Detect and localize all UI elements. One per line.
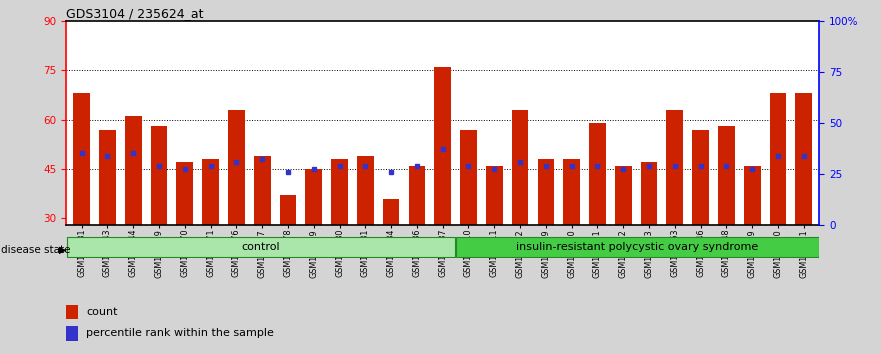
Bar <box>125 116 142 225</box>
Bar <box>176 162 193 225</box>
Bar <box>409 166 426 225</box>
Bar <box>66 326 78 341</box>
Text: ▶: ▶ <box>59 245 67 255</box>
Bar <box>770 93 787 225</box>
Bar <box>254 156 270 225</box>
Bar <box>151 126 167 225</box>
Bar <box>486 166 503 225</box>
Text: GDS3104 / 235624_at: GDS3104 / 235624_at <box>66 7 204 20</box>
Bar <box>306 169 322 225</box>
Bar <box>99 130 115 225</box>
Text: control: control <box>241 242 280 252</box>
Bar <box>667 110 684 225</box>
Bar <box>228 110 245 225</box>
Text: insulin-resistant polycystic ovary syndrome: insulin-resistant polycystic ovary syndr… <box>516 242 759 252</box>
Bar <box>73 93 90 225</box>
Bar <box>718 126 735 225</box>
Bar <box>382 199 399 225</box>
Bar <box>563 159 580 225</box>
Bar <box>796 93 812 225</box>
Bar <box>460 130 477 225</box>
Bar <box>744 166 760 225</box>
FancyBboxPatch shape <box>67 237 455 257</box>
Bar <box>202 159 218 225</box>
Text: disease state: disease state <box>1 245 70 255</box>
Bar <box>615 166 632 225</box>
Bar <box>434 67 451 225</box>
Bar <box>692 130 709 225</box>
Bar <box>589 123 606 225</box>
Bar <box>640 162 657 225</box>
Text: count: count <box>86 307 117 317</box>
Bar <box>331 159 348 225</box>
Text: percentile rank within the sample: percentile rank within the sample <box>86 329 274 338</box>
Bar <box>357 156 374 225</box>
Bar <box>537 159 554 225</box>
Bar <box>66 305 78 319</box>
FancyBboxPatch shape <box>456 237 818 257</box>
Bar <box>279 195 296 225</box>
Bar <box>512 110 529 225</box>
